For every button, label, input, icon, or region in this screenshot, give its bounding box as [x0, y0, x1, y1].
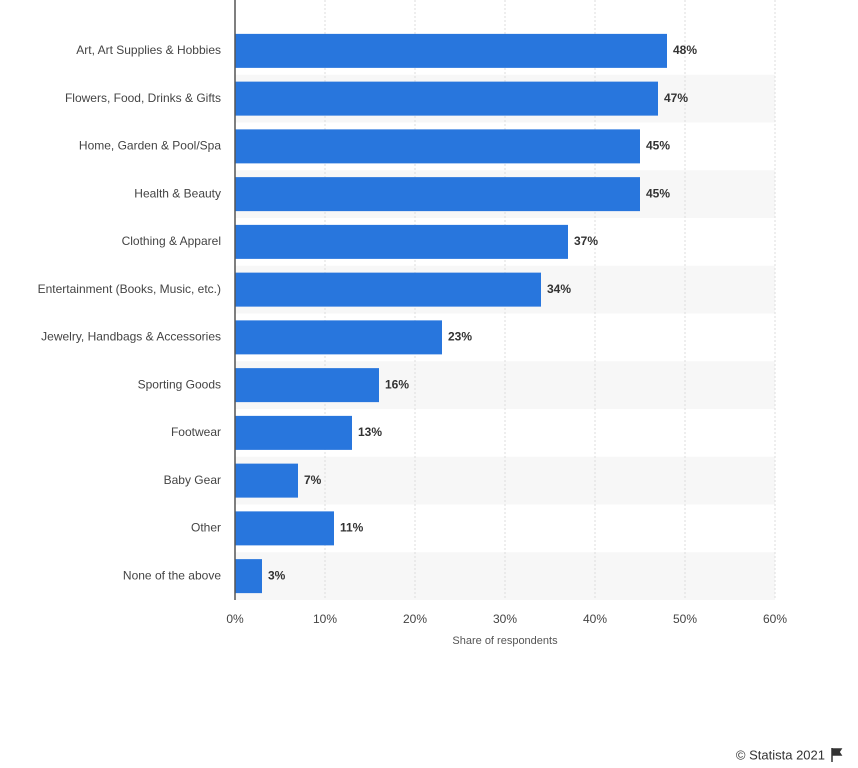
value-label: 45% — [646, 139, 670, 153]
value-label: 45% — [646, 186, 670, 200]
bar — [235, 81, 658, 116]
value-label: 34% — [547, 282, 571, 296]
bar — [235, 224, 568, 259]
bar — [235, 368, 379, 403]
y-tick-label: Sporting Goods — [138, 377, 221, 391]
bar — [235, 320, 442, 355]
value-label: 7% — [304, 473, 322, 487]
bar — [235, 129, 640, 164]
value-label: 3% — [268, 568, 286, 582]
bar — [235, 177, 640, 212]
bar — [235, 559, 262, 594]
x-tick-label: 60% — [763, 612, 787, 626]
y-tick-label: Entertainment (Books, Music, etc.) — [38, 282, 221, 296]
value-label: 13% — [358, 425, 382, 439]
x-tick-label: 30% — [493, 612, 517, 626]
bar — [235, 415, 352, 450]
bar — [235, 272, 541, 307]
value-label: 16% — [385, 377, 409, 391]
y-tick-label: Flowers, Food, Drinks & Gifts — [65, 91, 221, 105]
y-tick-label: Other — [191, 521, 221, 535]
value-label: 11% — [340, 521, 364, 535]
bar — [235, 33, 667, 68]
y-tick-label: Clothing & Apparel — [122, 234, 221, 248]
y-tick-label: Health & Beauty — [134, 186, 221, 200]
y-tick-label: Art, Art Supplies & Hobbies — [76, 43, 221, 57]
x-tick-label: 10% — [313, 612, 337, 626]
value-label: 23% — [448, 330, 472, 344]
y-tick-label: Footwear — [171, 425, 221, 439]
value-label: 37% — [574, 234, 598, 248]
y-tick-label: Baby Gear — [164, 473, 221, 487]
source: © Statista 2021 — [736, 747, 825, 762]
y-tick-label: None of the above — [123, 568, 221, 582]
x-tick-label: 50% — [673, 612, 697, 626]
bar — [235, 463, 298, 498]
y-tick-label: Jewelry, Handbags & Accessories — [41, 330, 221, 344]
bar — [235, 511, 334, 546]
x-tick-label: 20% — [403, 612, 427, 626]
x-tick-label: 40% — [583, 612, 607, 626]
value-label: 48% — [673, 43, 697, 57]
y-tick-label: Home, Garden & Pool/Spa — [79, 139, 221, 153]
x-tick-label: 0% — [226, 612, 244, 626]
value-label: 47% — [664, 91, 688, 105]
x-axis-title: Share of respondents — [452, 635, 558, 647]
flag-icon — [831, 748, 843, 762]
